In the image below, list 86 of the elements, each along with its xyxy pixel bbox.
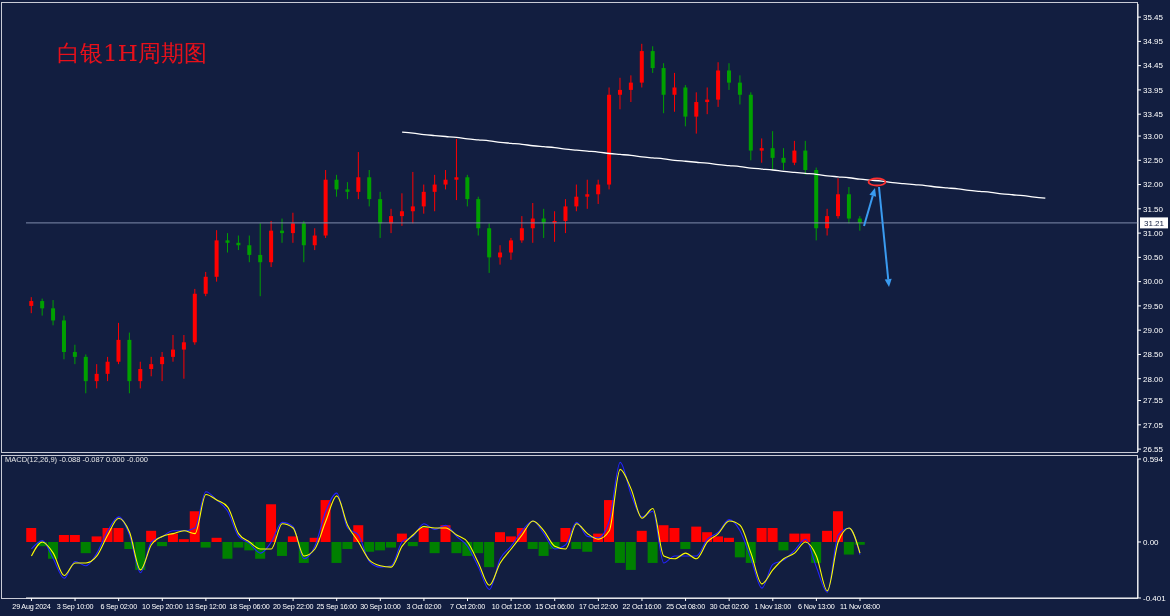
bar xyxy=(647,541,658,563)
candlestick xyxy=(650,45,655,74)
candlestick xyxy=(737,74,742,105)
candlestick xyxy=(312,227,317,251)
candlestick xyxy=(72,344,77,365)
candlestick xyxy=(443,169,448,190)
candlestick xyxy=(465,174,470,207)
candlestick xyxy=(356,151,361,200)
bar xyxy=(418,528,429,542)
y-tick-label: 0.00 xyxy=(1143,537,1160,547)
candlestick xyxy=(410,171,415,224)
candlestick xyxy=(628,74,633,103)
y-tick-label: 31.50 xyxy=(1143,204,1164,214)
y-tick-label: 30.00 xyxy=(1143,277,1164,287)
y-tick-label: 29.50 xyxy=(1143,301,1164,311)
candlestick xyxy=(836,177,841,220)
y-tick-label: 26.55 xyxy=(1143,444,1164,454)
candlestick xyxy=(203,271,208,297)
bar xyxy=(80,541,91,554)
candlestick xyxy=(225,232,230,254)
y-tick-label: 27.55 xyxy=(1143,396,1164,406)
candlestick xyxy=(759,137,764,164)
candlestick xyxy=(94,363,99,389)
bar xyxy=(26,528,37,542)
bar xyxy=(636,530,647,542)
candlestick xyxy=(421,184,426,215)
y-tick-label: 33.00 xyxy=(1143,131,1164,141)
bar xyxy=(211,537,222,542)
bar xyxy=(407,541,418,547)
y-tick-label: 34.45 xyxy=(1143,61,1164,71)
candlestick xyxy=(171,334,175,363)
candlestick xyxy=(792,140,797,166)
candlestick xyxy=(727,62,731,91)
candlestick xyxy=(508,237,513,261)
bar xyxy=(560,528,571,542)
candlestick xyxy=(432,174,437,212)
candlestick xyxy=(574,184,579,212)
y-tick-label: 32.50 xyxy=(1143,156,1164,166)
candlestick xyxy=(454,138,459,201)
candlestick xyxy=(672,72,677,113)
y-tick-label: -0.401 xyxy=(1143,593,1167,603)
y-tick-label: 34.95 xyxy=(1143,37,1164,47)
candlestick xyxy=(596,179,601,205)
candlestick xyxy=(51,299,56,326)
y-tick-label: 30.50 xyxy=(1143,253,1164,263)
y-tick-label: 35.45 xyxy=(1143,12,1164,22)
candlestick xyxy=(617,77,622,110)
y-tick-label: 29.00 xyxy=(1143,326,1164,336)
candlestick xyxy=(781,147,786,171)
bar xyxy=(429,541,440,554)
candlestick xyxy=(181,334,186,380)
candlestick xyxy=(367,169,372,207)
candlestick xyxy=(334,174,339,198)
candlestick xyxy=(116,322,121,365)
candlestick xyxy=(519,215,524,244)
y-tick-label: 28.00 xyxy=(1143,374,1164,384)
candlestick xyxy=(585,179,590,210)
candlestick xyxy=(694,91,699,135)
bar xyxy=(778,541,789,551)
candlestick xyxy=(803,140,808,176)
candlestick xyxy=(770,130,775,171)
y-tick-label: 33.45 xyxy=(1143,110,1164,120)
y-tick-label: 32.00 xyxy=(1143,180,1164,190)
y-tick-label: 33.95 xyxy=(1143,85,1164,95)
y-tick-label: 31.00 xyxy=(1143,228,1164,238)
bar xyxy=(266,504,277,542)
candlestick xyxy=(290,212,295,244)
bar xyxy=(680,541,691,549)
candlestick xyxy=(258,222,263,297)
line-series xyxy=(401,131,1046,199)
bar xyxy=(157,541,168,547)
bar xyxy=(200,541,211,548)
y-tick-label: 27.05 xyxy=(1143,420,1164,430)
y-tick-label: 28.50 xyxy=(1143,350,1164,360)
bar xyxy=(276,541,287,556)
candlestick xyxy=(138,361,143,389)
candlestick xyxy=(160,351,165,382)
text: 白银1H周期图 xyxy=(57,40,207,67)
ref-line-label: 31.21 xyxy=(1143,218,1165,228)
candlestick xyxy=(149,356,154,377)
y-tick-label: 0.594 xyxy=(1143,454,1164,464)
candlestick xyxy=(105,356,110,382)
candlestick xyxy=(563,198,568,234)
candlestick xyxy=(301,220,306,263)
candlestick xyxy=(399,192,404,227)
candlestick xyxy=(247,235,252,263)
